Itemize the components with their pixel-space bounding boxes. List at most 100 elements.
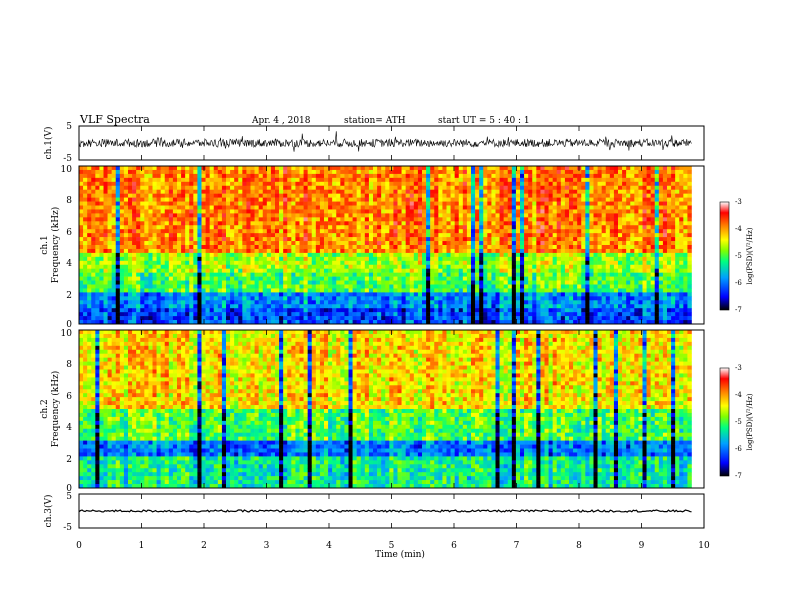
spectrogram-cell [491, 280, 496, 285]
spectrogram-cell [479, 166, 484, 171]
spectrogram-cell [495, 221, 500, 226]
spectrogram-cell [487, 189, 492, 194]
spectrogram-cell [132, 248, 137, 254]
spectrogram-cell [577, 205, 582, 210]
spectrogram-cell [172, 197, 178, 202]
spectrogram-cell [511, 316, 517, 321]
spectrogram-cell [364, 288, 370, 293]
spectrogram-cell [438, 264, 443, 269]
spectrogram-cell [99, 272, 104, 277]
spectrogram-cell [556, 233, 562, 238]
spectrogram-cell [99, 268, 104, 273]
spectrogram-cell [201, 177, 206, 183]
spectrogram-cell [491, 272, 496, 277]
spectrogram-cell [299, 300, 304, 305]
spectrogram-cell [373, 256, 378, 262]
spectrogram-cell [340, 308, 345, 313]
spectrogram-cell [160, 209, 166, 214]
spectrogram-cell [307, 189, 313, 194]
spectrogram-cell [287, 201, 292, 206]
spectrogram-cell [238, 248, 243, 254]
spectrogram-cell [377, 181, 382, 187]
spectrogram-cell [234, 248, 239, 254]
spectrogram-cell [344, 197, 349, 202]
spectrogram-cell [507, 288, 513, 293]
spectrogram-cell [311, 237, 317, 242]
spectrogram-cell [201, 276, 206, 281]
spectrogram-cell [230, 221, 235, 226]
spectrogram-cell [430, 221, 435, 226]
spectrogram-cell [426, 260, 431, 266]
spectrogram-cell [487, 166, 492, 171]
spectrogram-cell [328, 284, 333, 289]
spectrogram-cell [295, 245, 300, 250]
spectrogram-cell [234, 320, 239, 325]
spectrogram-cell [299, 252, 304, 258]
spectrogram-cell [295, 276, 300, 281]
spectrogram-cell [377, 217, 382, 222]
spectrogram-cell [299, 229, 304, 234]
spectrogram-cell [458, 284, 464, 289]
spectrogram-cell [189, 272, 194, 277]
spectrogram-cell [119, 260, 125, 266]
spectrogram-cell [409, 280, 415, 285]
spectrogram-cell [201, 272, 206, 277]
spectrogram-cell [189, 233, 194, 238]
spectrogram-cell [221, 193, 227, 198]
spectrogram-cell [148, 316, 153, 321]
spectrogram-cell [299, 213, 304, 218]
spectrogram-cell [287, 205, 292, 210]
spectrogram-cell [348, 296, 353, 301]
spectrogram-cell [446, 217, 451, 222]
spectrogram-cell [287, 209, 292, 214]
spectrogram-cell [458, 304, 464, 309]
spectrogram-cell [287, 276, 292, 281]
spectrogram-cell [356, 209, 362, 214]
spectrogram-cell [99, 193, 104, 198]
spectrogram-cell [368, 189, 374, 194]
spectrogram-cell [364, 189, 370, 194]
spectrogram-cell [442, 272, 447, 277]
spectrogram-cell [393, 201, 398, 206]
spectrogram-cell [246, 217, 251, 222]
spectrogram-cell [132, 225, 137, 230]
spectrogram-cell [319, 312, 325, 317]
spectrogram-cell [422, 169, 427, 175]
spectrogram-cell [242, 193, 247, 198]
spectrogram-cell [136, 193, 141, 198]
spectrogram-cell [172, 304, 178, 309]
spectrogram-cell [181, 312, 186, 317]
spectrogram-cell [430, 252, 435, 258]
spectrogram-cell [540, 173, 545, 179]
spectrogram-cell [564, 217, 570, 222]
spectrogram-cell [564, 260, 570, 266]
spectrogram-cell [307, 233, 313, 238]
spectrogram-cell [454, 264, 460, 269]
spectrogram-cell [348, 288, 353, 293]
spectrogram-cell [189, 229, 194, 234]
spectrogram-cell [266, 177, 272, 183]
spectrogram-cell [242, 312, 247, 317]
spectrogram-cell [311, 166, 317, 171]
spectrogram-cell [152, 217, 157, 222]
spectrogram-cell [213, 209, 219, 214]
spectrogram-cell [564, 169, 570, 175]
spectrogram-cell [524, 292, 529, 297]
spectrogram-cell [221, 288, 227, 293]
spectrogram-cell [499, 268, 504, 273]
spectrogram-cell [295, 256, 300, 262]
spectrogram-cell [466, 316, 472, 321]
spectrogram-cell [160, 221, 166, 226]
spectrogram-cell [242, 201, 247, 206]
spectrogram-cell [144, 260, 149, 266]
spectrogram-cell [356, 217, 362, 222]
spectrogram-cell [307, 300, 313, 305]
spectrogram-cell [581, 248, 586, 254]
spectrogram-cell [401, 213, 406, 218]
spectrogram-cell [401, 260, 406, 266]
spectrogram-cell [344, 201, 349, 206]
spectrogram-cell [573, 245, 578, 250]
spectrogram-cell [221, 284, 227, 289]
spectrogram-cell [491, 237, 496, 242]
spectrogram-cell [520, 276, 525, 281]
